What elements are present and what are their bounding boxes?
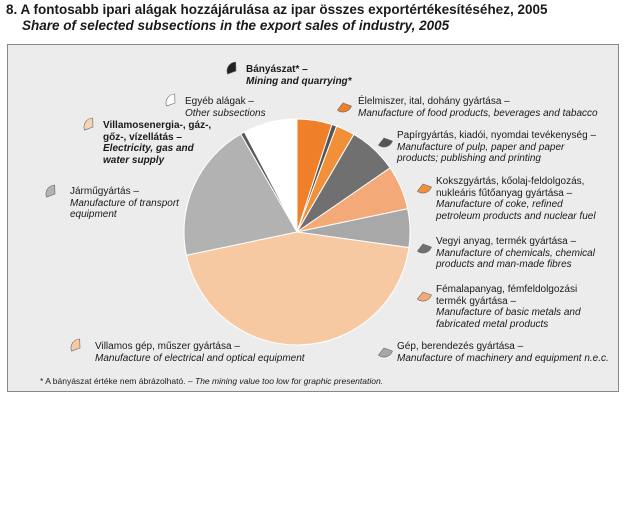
- legend-marker-icon-9: [417, 291, 432, 302]
- label-transport: Járműgyártás – Manufacture of transport …: [70, 186, 179, 220]
- pie-chart: [45, 61, 432, 358]
- pie-slice-8: [183, 133, 298, 256]
- legend-marker-icon-1: [165, 93, 176, 107]
- label-other: Egyéb alágak – Other subsections: [185, 96, 266, 119]
- footnote-en: The mining value too low for graphic pre…: [195, 376, 384, 386]
- legend-marker-icon-2: [83, 117, 94, 131]
- label-coke: Kokszgyártás, kőolaj-feldolgozás, nukleá…: [436, 176, 596, 222]
- label-paper: Papírgyártás, kiadói, nyomdai tevékenysé…: [397, 130, 596, 164]
- chart-subtitle: Share of selected subsections in the exp…: [22, 18, 450, 33]
- chart-title: 8. A fontosabb ipari alágak hozzájárulás…: [6, 2, 548, 17]
- label-electricity: Villamosenergia-, gáz-, gőz-, vízellátás…: [103, 120, 212, 166]
- legend-marker-icon-4: [70, 338, 81, 352]
- legend-marker-icon-7: [417, 183, 432, 194]
- pie-slice-10: [243, 118, 298, 233]
- legend-marker-icon-8: [417, 243, 432, 254]
- label-food: Élelmiszer, ital, dohány gyártása – Manu…: [358, 96, 598, 119]
- label-machinery: Gép, berendezés gyártása – Manufacture o…: [397, 341, 609, 364]
- legend-marker-icon-6: [378, 137, 393, 148]
- legend-marker-icon-3: [45, 184, 56, 198]
- label-mining: Bányászat* – Mining and quarrying*: [246, 64, 352, 87]
- pie-slice-7: [185, 231, 410, 346]
- footnote-hu: * A bányászat értéke nem ábrázolható. –: [40, 376, 193, 386]
- label-chemicals: Vegyi anyag, termék gyártása – Manufactu…: [436, 236, 595, 270]
- label-electrical: Villamos gép, műszer gyártása – Manufact…: [95, 341, 305, 364]
- label-metals: Fémalapanyag, fémfeldolgozási termék gyá…: [436, 284, 581, 330]
- legend-marker-icon-10: [378, 347, 393, 358]
- legend-marker-icon-5: [337, 102, 352, 113]
- footnote: * A bányászat értéke nem ábrázolható. – …: [40, 376, 383, 386]
- legend-marker-icon-0: [226, 61, 237, 75]
